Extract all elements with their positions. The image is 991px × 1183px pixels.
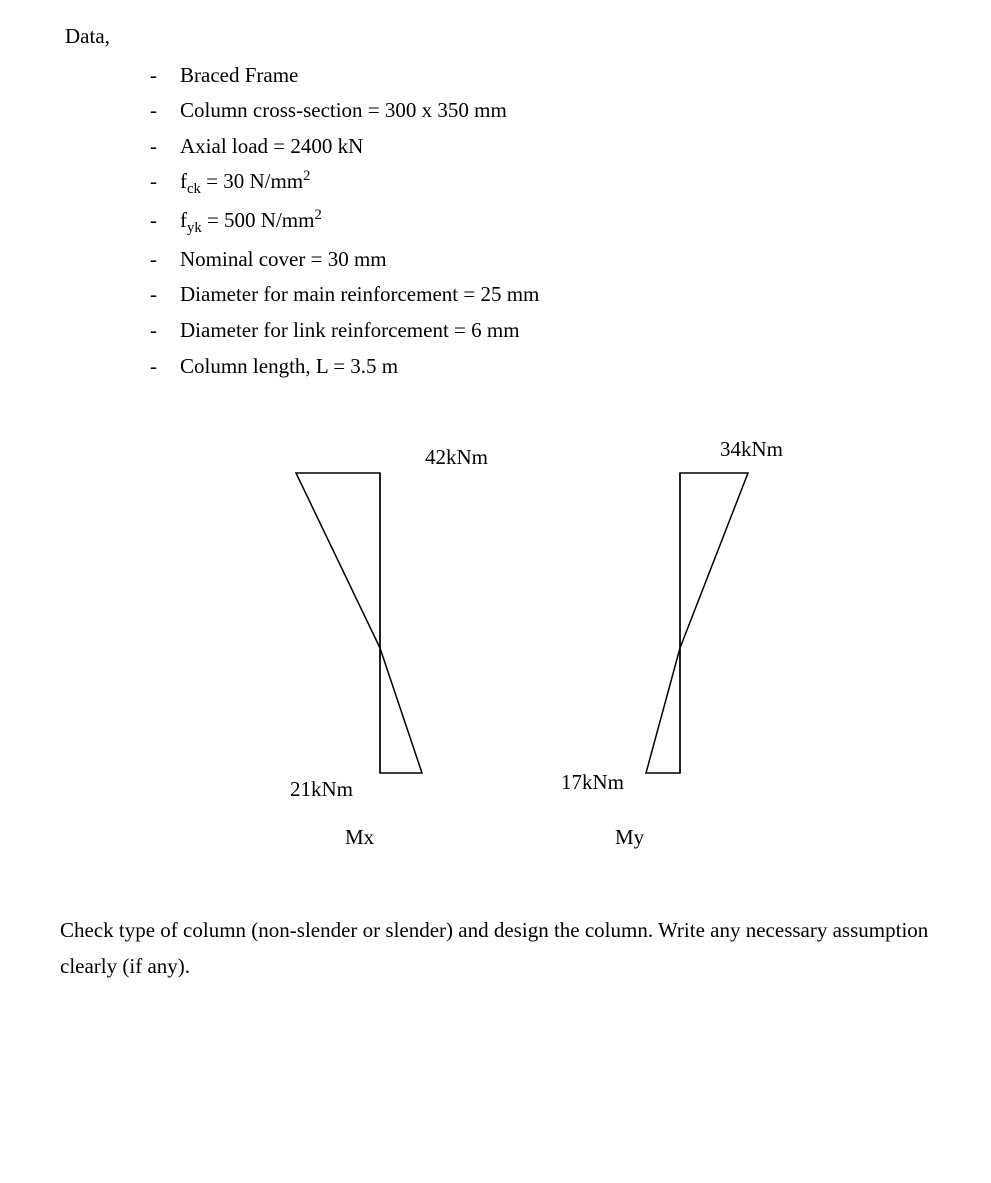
fyk-value: = 500 N/mm xyxy=(202,208,315,232)
fyk-superscript: 2 xyxy=(314,207,321,223)
data-item-column-length: Column length, L = 3.5 m xyxy=(150,350,931,384)
my-diagram xyxy=(590,468,770,789)
data-item-fck: fck = 30 N/mm2 xyxy=(150,165,931,202)
data-item-cross-section: Column cross-section = 300 x 350 mm xyxy=(150,94,931,128)
data-item-fyk: fyk = 500 N/mm2 xyxy=(150,204,931,241)
mx-top-triangle xyxy=(296,473,380,648)
my-axis-label: My xyxy=(615,821,644,855)
data-item-cover: Nominal cover = 30 mm xyxy=(150,243,931,277)
data-item-braced: Braced Frame xyxy=(150,59,931,93)
mx-bottom-label: 21kNm xyxy=(290,773,353,807)
mx-bottom-triangle xyxy=(380,648,422,773)
fck-value: = 30 N/mm xyxy=(201,169,303,193)
my-svg xyxy=(590,468,770,778)
data-item-axial-load: Axial load = 2400 kN xyxy=(150,130,931,164)
data-list: Braced Frame Column cross-section = 300 … xyxy=(150,59,931,384)
my-top-triangle xyxy=(680,473,748,648)
fyk-symbol: f xyxy=(180,208,187,232)
mx-svg xyxy=(290,468,470,778)
mx-top-label: 42kNm xyxy=(425,441,488,475)
data-heading: Data, xyxy=(65,20,931,54)
fck-subscript: ck xyxy=(187,182,201,198)
my-bottom-label: 17kNm xyxy=(561,766,624,800)
my-top-label: 34kNm xyxy=(720,433,783,467)
question-text: Check type of column (non-slender or sle… xyxy=(60,913,931,984)
fck-symbol: f xyxy=(180,169,187,193)
fck-superscript: 2 xyxy=(303,168,310,184)
data-item-main-reinforcement: Diameter for main reinforcement = 25 mm xyxy=(150,278,931,312)
data-item-link-reinforcement: Diameter for link reinforcement = 6 mm xyxy=(150,314,931,348)
mx-diagram xyxy=(290,468,470,789)
my-bottom-triangle xyxy=(646,648,680,773)
fyk-subscript: yk xyxy=(187,220,202,236)
mx-axis-label: Mx xyxy=(345,821,374,855)
moment-diagram-area: 42kNm 21kNm Mx 34kNm 17kNm My xyxy=(60,423,931,873)
